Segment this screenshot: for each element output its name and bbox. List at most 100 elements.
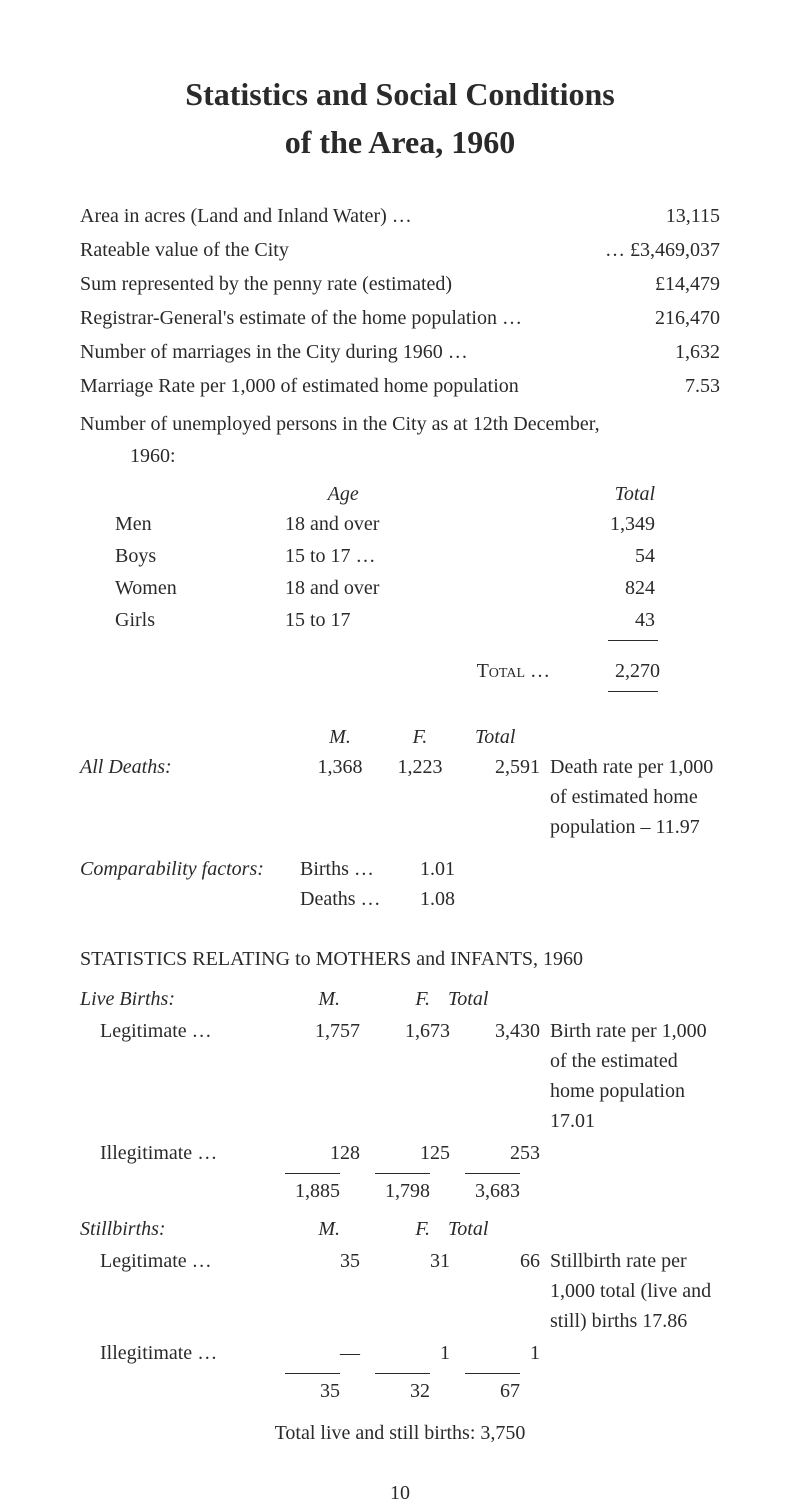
- header-cell: F.: [340, 984, 430, 1014]
- cell: 2,591: [460, 752, 540, 842]
- comparability-row: Comparability factors: Births … 1.01: [80, 854, 720, 884]
- cell: All Deaths:: [80, 752, 300, 842]
- cell: 3,430: [450, 1016, 540, 1136]
- divider: [608, 691, 658, 692]
- cell: Legitimate …: [80, 1246, 280, 1336]
- divider: [608, 640, 658, 641]
- header-cell: Total: [430, 984, 538, 1014]
- table-row: Legitimate … 1,757 1,673 3,430 Birth rat…: [80, 1016, 720, 1136]
- cell: 1,223: [380, 752, 460, 842]
- cell: 125: [360, 1138, 450, 1168]
- cell: 18 and over: [285, 509, 585, 539]
- stat-row: Rateable value of the City … £3,469,037: [80, 235, 720, 265]
- table-row: Women 18 and over 824: [80, 573, 720, 603]
- table-row: Illegitimate … — 1 1: [80, 1338, 720, 1368]
- cell: 1: [360, 1338, 450, 1368]
- cell: 1,798: [340, 1176, 430, 1206]
- cell: 1,885: [260, 1176, 340, 1206]
- live-births-table: Live Births: M. F. Total Legitimate … 1,…: [80, 984, 720, 1206]
- cell: Illegitimate …: [80, 1338, 280, 1368]
- table-row: Boys 15 to 17 … 54: [80, 541, 720, 571]
- stat-value: 13,115: [666, 201, 720, 231]
- cell: Boys: [80, 541, 285, 571]
- table-row: 35 32 67: [80, 1376, 720, 1406]
- cell: 15 to 17: [285, 605, 585, 635]
- deaths-section: M. F. Total All Deaths: 1,368 1,223 2,59…: [80, 722, 720, 914]
- cell: Girls: [80, 605, 285, 635]
- deaths-header: M. F. Total: [80, 722, 720, 752]
- cell: [80, 1376, 260, 1406]
- cell: Death rate per 1,000 of estimated home p…: [540, 752, 720, 842]
- cell: Comparability factors:: [80, 854, 300, 884]
- cell: [520, 1376, 720, 1406]
- total-value: 2,270: [565, 656, 720, 686]
- cell: Illegitimate …: [80, 1138, 280, 1168]
- stat-label: Sum represented by the penny rate (estim…: [80, 269, 635, 299]
- cell: 3,683: [430, 1176, 520, 1206]
- cell: 31: [360, 1246, 450, 1336]
- divider-row: [80, 1370, 720, 1374]
- stat-row: Registrar-General's estimate of the home…: [80, 303, 720, 333]
- title-line-1: Statistics and Social Conditions: [80, 70, 720, 118]
- unemployment-table: Age Total Men 18 and over 1,349 Boys 15 …: [80, 479, 720, 692]
- stat-value: … £3,469,037: [605, 235, 720, 265]
- cell: 1.08: [420, 884, 480, 914]
- unemployment-intro: Number of unemployed persons in the City…: [80, 409, 720, 439]
- cell: 35: [280, 1246, 360, 1336]
- stat-label: Area in acres (Land and Inland Water) …: [80, 201, 646, 231]
- header-cell: M.: [260, 984, 340, 1014]
- stat-row: Sum represented by the penny rate (estim…: [80, 269, 720, 299]
- page-number: 10: [80, 1478, 720, 1508]
- comparability-row: Deaths … 1.08: [80, 884, 720, 914]
- table-header: Stillbirths: M. F. Total: [80, 1214, 720, 1244]
- cell: Births …: [300, 854, 420, 884]
- stat-value: 7.53: [685, 371, 720, 401]
- stat-label: Registrar-General's estimate of the home…: [80, 303, 635, 333]
- cell: 1,757: [280, 1016, 360, 1136]
- cell: 1: [450, 1338, 540, 1368]
- header-cell: Total: [615, 479, 720, 509]
- cell: 1,368: [300, 752, 380, 842]
- table-row: Legitimate … 35 31 66 Stillbirth rate pe…: [80, 1246, 720, 1336]
- total-label: Total …: [80, 656, 565, 686]
- cell: Men: [80, 509, 285, 539]
- table-row: Men 18 and over 1,349: [80, 509, 720, 539]
- cell: [540, 1338, 720, 1368]
- header-cell: M.: [260, 1214, 340, 1244]
- stat-row: Area in acres (Land and Inland Water) … …: [80, 201, 720, 231]
- cell: 54: [585, 541, 720, 571]
- table-header: Live Births: M. F. Total: [80, 984, 720, 1014]
- cell: 18 and over: [285, 573, 585, 603]
- cell: 43: [585, 605, 720, 635]
- cell: 67: [430, 1376, 520, 1406]
- final-note: Total live and still births: 3,750: [80, 1418, 720, 1448]
- header-cell: [555, 722, 720, 752]
- header-cell: F.: [380, 722, 460, 752]
- cell: Deaths …: [300, 884, 420, 914]
- table-header: Age Total: [80, 479, 720, 509]
- title-line-2: of the Area, 1960: [80, 118, 720, 166]
- header-cell: [538, 984, 720, 1014]
- unemployment-year: 1960:: [80, 441, 720, 471]
- cell: 35: [260, 1376, 340, 1406]
- cell: Legitimate …: [80, 1016, 280, 1136]
- cell: Women: [80, 573, 285, 603]
- header-cell: [80, 722, 300, 752]
- cell: 1,673: [360, 1016, 450, 1136]
- cell: 1,349: [585, 509, 720, 539]
- divider-row: [80, 1170, 720, 1174]
- total-row: Total … 2,270: [80, 656, 720, 686]
- stat-value: £14,479: [655, 269, 720, 299]
- header-cell: Stillbirths:: [80, 1214, 260, 1244]
- table-row: 1,885 1,798 3,683: [80, 1176, 720, 1206]
- cell: [520, 1176, 720, 1206]
- header-cell: Live Births:: [80, 984, 260, 1014]
- header-cell: Total: [430, 1214, 538, 1244]
- cell: 128: [280, 1138, 360, 1168]
- cell: 32: [340, 1376, 430, 1406]
- cell: 1.01: [420, 854, 480, 884]
- cell: 253: [450, 1138, 540, 1168]
- section-title: STATISTICS RELATING to MOTHERS and INFAN…: [80, 944, 720, 974]
- page-title: Statistics and Social Conditions of the …: [80, 70, 720, 166]
- stat-value: 1,632: [675, 337, 720, 367]
